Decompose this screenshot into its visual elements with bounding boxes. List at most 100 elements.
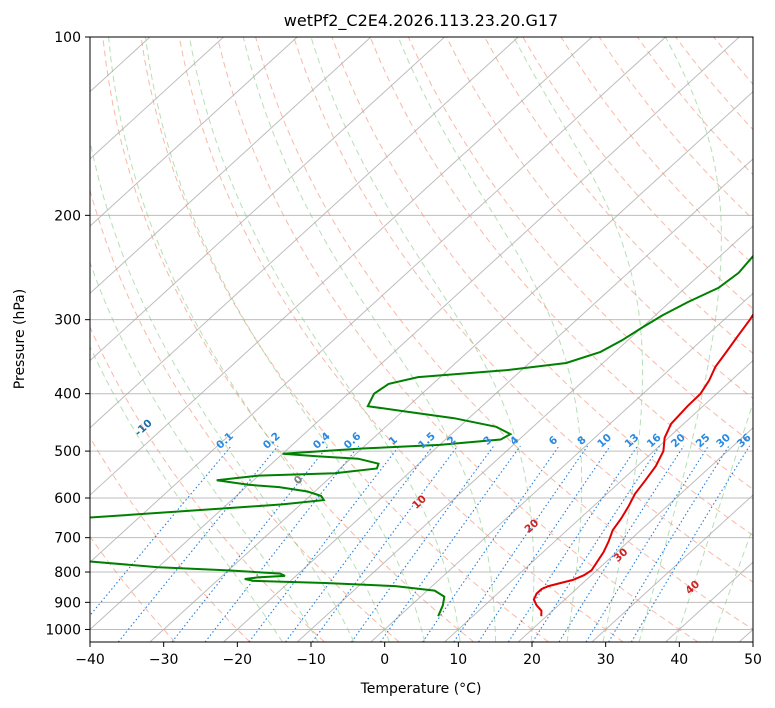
dry-adiabat-line bbox=[522, 37, 753, 310]
y-tick-label: 800 bbox=[54, 565, 81, 581]
mixing-ratio-line bbox=[285, 445, 434, 642]
mixing-ratio-label: 13 bbox=[623, 432, 642, 451]
plot-frame bbox=[89, 36, 754, 643]
x-tick-label: 40 bbox=[670, 652, 688, 668]
y-tick-label: 600 bbox=[54, 491, 81, 507]
isotherm-line bbox=[370, 292, 753, 642]
y-tick-label: 500 bbox=[54, 444, 81, 460]
moist-adiabat-label: 40 bbox=[683, 578, 702, 597]
isotherm-line bbox=[90, 37, 593, 496]
mixing-ratio-line bbox=[204, 445, 360, 642]
dry-adiabat-line bbox=[90, 535, 176, 642]
x-tick-label: −40 bbox=[75, 652, 105, 668]
isotherm-line bbox=[296, 225, 753, 642]
y-tick-label: 300 bbox=[54, 313, 81, 329]
isotherm-line bbox=[517, 427, 753, 642]
mixing-ratio-line bbox=[422, 445, 560, 642]
isotherm-line bbox=[223, 158, 753, 642]
x-tick-label: 20 bbox=[523, 652, 541, 668]
dry-adiabat-line bbox=[102, 37, 475, 642]
dry-adiabat-line bbox=[560, 37, 753, 265]
moist-adiabat-label: 30 bbox=[612, 546, 631, 565]
mixing-ratio-line bbox=[585, 445, 709, 642]
mixing-ratio-line bbox=[478, 445, 611, 642]
mixing-ratio-label: 0.2 bbox=[261, 430, 283, 451]
moist-adiabat-line bbox=[90, 261, 319, 642]
isotherm-line bbox=[149, 90, 753, 642]
x-axis-label: Temperature (°C) bbox=[360, 681, 482, 697]
dry-adiabat-label: -30 bbox=[0, 347, 6, 369]
mixing-ratio-line bbox=[171, 445, 329, 642]
isotherm-line bbox=[90, 37, 445, 362]
moist-adiabat-line bbox=[397, 37, 583, 642]
mixing-ratio-label: 6 bbox=[547, 434, 560, 448]
mixing-ratio-label: 25 bbox=[694, 432, 713, 451]
dry-adiabat-line bbox=[446, 37, 753, 399]
dry-adiabat-line bbox=[293, 37, 753, 583]
moist-adiabat-line bbox=[674, 401, 753, 642]
y-tick-label: 1000 bbox=[45, 622, 81, 638]
x-tick-label: −30 bbox=[149, 652, 179, 668]
dry-adiabat-line bbox=[675, 37, 753, 131]
isotherm-line bbox=[90, 37, 298, 227]
moist-adiabat-line bbox=[90, 138, 355, 642]
mixing-ratio-label: 0.4 bbox=[311, 430, 333, 451]
mixing-ratio-line bbox=[532, 445, 661, 642]
isotherm-line bbox=[90, 37, 666, 563]
y-tick-label: 700 bbox=[54, 531, 81, 547]
y-tick-label: 200 bbox=[54, 208, 81, 224]
moist-adiabat-label: 0 bbox=[292, 473, 305, 487]
isotherm-line bbox=[665, 561, 753, 642]
dry-adiabat-line bbox=[90, 188, 400, 642]
temperature-profile-line bbox=[532, 313, 753, 617]
isotherm-line bbox=[90, 37, 372, 295]
moist-adiabat-label: 10 bbox=[410, 493, 429, 512]
x-tick-label: −20 bbox=[223, 652, 253, 668]
mixing-ratio-line bbox=[507, 445, 639, 642]
dry-adiabat-line bbox=[90, 436, 251, 642]
dry-adiabat-line bbox=[140, 37, 549, 642]
mixing-ratio-label: 1 bbox=[387, 434, 400, 448]
isotherm-line bbox=[444, 359, 753, 642]
mixing-ratio-line bbox=[608, 445, 730, 642]
mixing-ratio-line bbox=[558, 445, 685, 642]
dry-adiabat-line bbox=[178, 37, 624, 642]
dry-adiabat-line bbox=[636, 37, 753, 176]
isotherm-line bbox=[591, 494, 753, 642]
isotherm-line bbox=[0, 37, 3, 642]
mixing-ratio-label: 4 bbox=[508, 434, 521, 448]
x-tick-label: 0 bbox=[380, 652, 389, 668]
moist-adiabat-line bbox=[108, 37, 390, 642]
mixing-ratio-line bbox=[453, 445, 589, 642]
isotherm-line bbox=[90, 37, 740, 631]
moist-adiabat-line bbox=[711, 526, 753, 642]
profile-series bbox=[90, 254, 753, 617]
mixing-ratio-line bbox=[379, 445, 521, 642]
moist-adiabat-line bbox=[145, 37, 426, 642]
axes: −40 −30 −20 −10 0 10 20 30 40 5010020030040050060… bbox=[45, 30, 762, 668]
mixing-ratio-label: 0.1 bbox=[214, 430, 236, 451]
mixing-ratio-line bbox=[90, 445, 232, 617]
y-tick-label: 900 bbox=[54, 595, 81, 611]
x-tick-label: 50 bbox=[744, 652, 762, 668]
moist-adiabat-line bbox=[242, 37, 497, 642]
background-lines bbox=[0, 37, 753, 642]
dry-adiabat-line bbox=[751, 37, 753, 40]
mixing-ratio-label: 1.5 bbox=[416, 430, 438, 451]
mixing-ratio-label: 2 bbox=[445, 434, 458, 448]
mixing-ratio-label: 30 bbox=[714, 432, 733, 451]
dry-adiabat-line bbox=[713, 37, 753, 85]
moist-adiabat-line bbox=[638, 37, 722, 642]
isotherm-line bbox=[738, 628, 753, 642]
mixing-ratio-line bbox=[630, 445, 751, 642]
moist-adiabat-line bbox=[189, 37, 461, 642]
x-tick-label: −10 bbox=[296, 652, 326, 668]
mixing-ratio-line bbox=[248, 445, 400, 642]
dry-adiabat-line bbox=[484, 37, 753, 355]
dry-adiabat-line bbox=[407, 37, 753, 445]
dry-adiabat-line bbox=[255, 37, 753, 630]
isotherm-line bbox=[90, 37, 519, 429]
mixing-ratio-label: 36 bbox=[735, 432, 754, 451]
dry-adiabat-line bbox=[369, 37, 753, 490]
